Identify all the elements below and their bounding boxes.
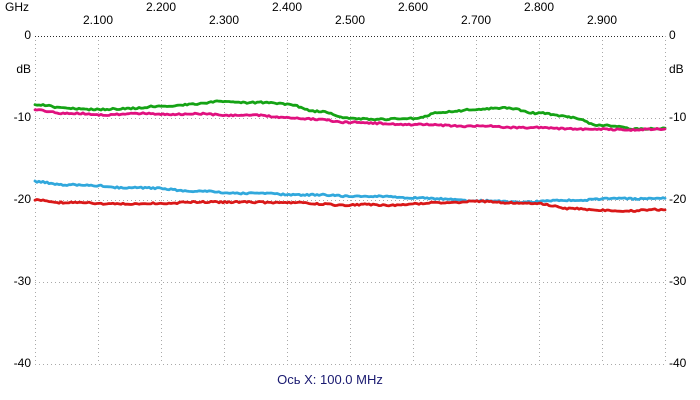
x-tick-label: 2.300: [208, 13, 240, 27]
x-tick-label: 2.500: [334, 13, 366, 27]
y-axis-unit-label-right: dB: [669, 62, 684, 77]
x-tick-label: 2.700: [460, 13, 492, 27]
y-tick-label-right: -30: [669, 274, 687, 288]
y-tick-label-left: 0: [24, 28, 31, 42]
y-axis-unit-label-left: dB: [16, 62, 31, 77]
y-tick-label-right: -40: [669, 356, 687, 370]
x-scale-label: Ось X: 100.0 MHz: [277, 372, 383, 387]
x-tick-label: 2.100: [82, 13, 114, 27]
y-tick-label-left: -20: [13, 192, 31, 206]
y-tick-label-left: -40: [13, 356, 31, 370]
x-axis-unit-label: GHz: [5, 0, 29, 14]
y-tick-label-right: -10: [669, 110, 687, 124]
y-tick-label-left: -10: [13, 110, 31, 124]
trace-green: [33, 99, 667, 131]
y-tick-label-right: 0: [669, 28, 676, 42]
trace-cyan: [33, 179, 667, 205]
x-tick-label: 2.400: [271, 0, 303, 14]
x-tick-label: 2.900: [586, 13, 618, 27]
x-tick-label: 2.200: [145, 0, 177, 14]
trace-red: [33, 198, 667, 213]
trace-magenta: [33, 108, 667, 132]
y-tick-label-left: -30: [13, 274, 31, 288]
x-tick-label: 2.600: [397, 0, 429, 14]
y-tick-label-right: -20: [669, 192, 687, 206]
x-tick-label: 2.800: [523, 0, 555, 14]
